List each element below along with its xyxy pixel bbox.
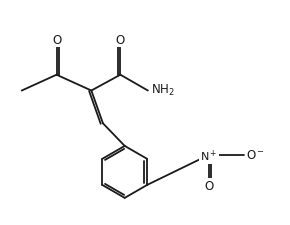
Text: NH$_2$: NH$_2$ (151, 83, 175, 97)
Text: O: O (204, 179, 213, 192)
Text: N$^+$: N$^+$ (200, 148, 218, 163)
Text: O$^-$: O$^-$ (246, 149, 266, 162)
Text: O: O (116, 34, 125, 47)
Text: O: O (52, 34, 61, 47)
